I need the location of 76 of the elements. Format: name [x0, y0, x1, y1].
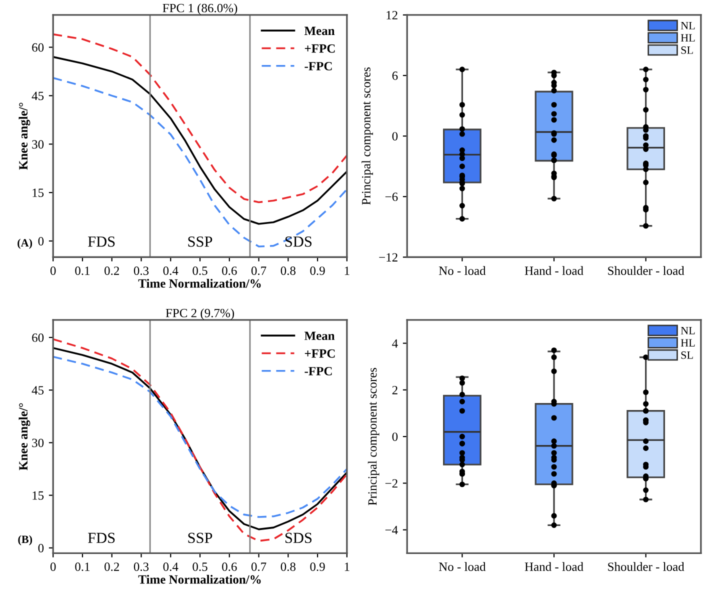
- y-tick-label: −2: [385, 479, 398, 488]
- y-tick-label: 60: [32, 43, 44, 52]
- legend-label: Mean: [304, 332, 335, 340]
- x-tick-label: 0.3: [134, 562, 149, 572]
- text: (B): [18, 535, 32, 546]
- legend-label: -FPC: [304, 366, 332, 376]
- x-tick-label: No - load: [438, 266, 486, 275]
- y-axis-title: Principal component scores: [368, 368, 380, 506]
- x-tick-label: 1: [344, 562, 350, 571]
- chart-title: FPC 2 (9.7%): [166, 308, 234, 320]
- annotation: FDS: [88, 532, 115, 544]
- x-tick-label: 0.5: [192, 562, 208, 572]
- y-tick-label: 0: [38, 237, 44, 246]
- annotation: FDS: [88, 236, 115, 247]
- x-tick-label: 0.9: [310, 266, 325, 276]
- legend-label: SL: [681, 46, 693, 54]
- y-tick-label: −6: [385, 192, 398, 202]
- y-tick-label: 45: [32, 92, 44, 100]
- legend-label: SL: [681, 351, 693, 359]
- text: (A): [18, 238, 32, 249]
- y-tick-label: 15: [32, 188, 44, 198]
- x-tick-label: 0: [50, 266, 56, 275]
- x-tick-label: Shoulder - load: [608, 266, 684, 275]
- x-tick-label: 1: [344, 266, 350, 275]
- x-tick-label: 0.2: [104, 562, 119, 572]
- x-tick-label: 0.6: [222, 266, 237, 276]
- y-tick-label: 6: [392, 72, 398, 80]
- legend-label: -FPC: [304, 62, 332, 70]
- legend-label: Mean: [304, 26, 335, 36]
- x-tick-label: 0.7: [251, 266, 266, 276]
- y-axis-title: Knee angle/°: [18, 403, 30, 470]
- x-tick-label: 0.4: [163, 562, 178, 572]
- x-tick-label: 0.1: [75, 562, 90, 572]
- legend-label: NL: [680, 326, 695, 334]
- x-tick-label: 0.8: [280, 266, 296, 276]
- annotation: SSP: [188, 532, 212, 544]
- x-axis-title: Time Normalization/%: [138, 574, 261, 584]
- y-tick-label: 4: [392, 339, 398, 348]
- annotation: SSP: [188, 236, 212, 247]
- y-axis-title: Knee angle/°: [18, 102, 30, 170]
- x-tick-label: 0.3: [134, 266, 149, 276]
- x-tick-label: 0.4: [163, 266, 178, 276]
- y-tick-label: 0: [392, 132, 398, 141]
- x-tick-label: 0.8: [280, 562, 296, 572]
- x-tick-label: 0.9: [310, 562, 325, 572]
- x-tick-label: No - load: [438, 562, 486, 571]
- y-tick-label: 0: [392, 432, 398, 441]
- annotation: SDS: [285, 236, 312, 247]
- y-axis-title: Principal component scores: [362, 67, 373, 205]
- y-tick-label: −4: [385, 526, 398, 534]
- x-axis-title: Time Normalization/%: [138, 278, 261, 288]
- x-tick-label: Hand - load: [524, 266, 584, 275]
- legend-label: +FPC: [304, 44, 335, 53]
- y-tick-label: 12: [386, 11, 398, 20]
- x-tick-label: 0.5: [192, 266, 208, 276]
- x-tick-label: 0.1: [75, 266, 90, 276]
- x-tick-label: 0: [50, 562, 56, 571]
- y-tick-label: 0: [38, 544, 44, 552]
- y-tick-label: 30: [32, 438, 44, 448]
- x-tick-label: 0.7: [251, 562, 266, 572]
- y-tick-label: 30: [32, 140, 44, 149]
- annotation: SDS: [285, 532, 312, 544]
- x-tick-label: Shoulder - load: [608, 562, 684, 571]
- y-tick-label: 45: [32, 386, 44, 395]
- x-tick-label: 0.6: [222, 562, 237, 572]
- legend-label: NL: [680, 22, 695, 30]
- y-tick-label: 2: [392, 386, 398, 394]
- y-tick-label: −12: [379, 253, 398, 262]
- y-tick-label: 60: [32, 333, 44, 342]
- y-tick-label: 15: [32, 491, 44, 500]
- x-tick-label: Hand - load: [524, 562, 584, 571]
- legend-label: HL: [680, 34, 695, 42]
- legend-label: HL: [680, 339, 695, 347]
- legend-label: +FPC: [304, 349, 335, 358]
- chart-title: FPC 1 (86.0%): [162, 4, 238, 15]
- x-tick-label: 0.2: [104, 266, 119, 276]
